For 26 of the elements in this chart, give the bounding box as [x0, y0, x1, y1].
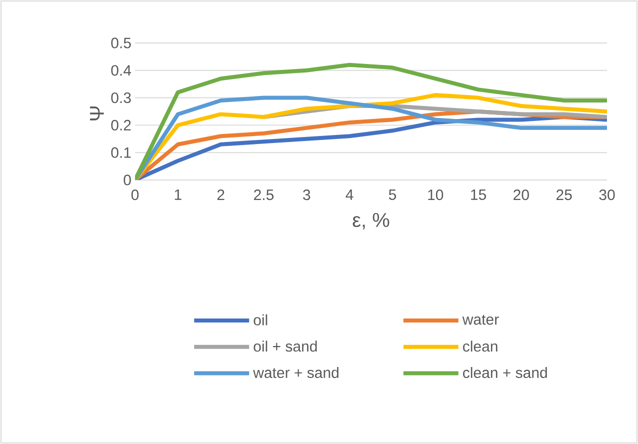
x-tick-label: 4: [346, 190, 354, 200]
y-axis-title: Ψ: [90, 106, 104, 120]
x-tick-label: 2: [217, 190, 224, 200]
x-tick-label: 25: [556, 190, 572, 200]
y-tick-label: 0.1: [111, 147, 131, 158]
legend-label: oil + sand: [254, 340, 317, 352]
x-tick-label: 1: [174, 190, 182, 200]
y-tick-label: 0.4: [111, 65, 132, 76]
y-tick-label: 0.5: [111, 38, 131, 48]
y-tick-label: 0.2: [111, 120, 131, 130]
legend-label: clean + sand: [463, 367, 547, 378]
x-tick-label: 10: [428, 190, 444, 200]
x-tick-label: 2.5: [254, 190, 274, 200]
y-tick-label: 0.3: [111, 92, 131, 104]
x-axis-title: ε, %: [352, 212, 390, 230]
legend-label: water: [462, 314, 499, 325]
x-tick-label: 5: [388, 190, 396, 200]
legend-label: oil: [254, 314, 268, 326]
y-tick-label: 0: [124, 174, 131, 186]
x-tick-label: 15: [471, 190, 486, 200]
x-tick-label: 20: [514, 190, 529, 200]
legend-label: water + sand: [253, 367, 338, 378]
x-tick-label: 3: [303, 190, 310, 200]
x-tick-label: 30: [599, 190, 615, 200]
legend-label: clean: [463, 340, 498, 352]
x-tick-label: 0: [131, 190, 139, 200]
